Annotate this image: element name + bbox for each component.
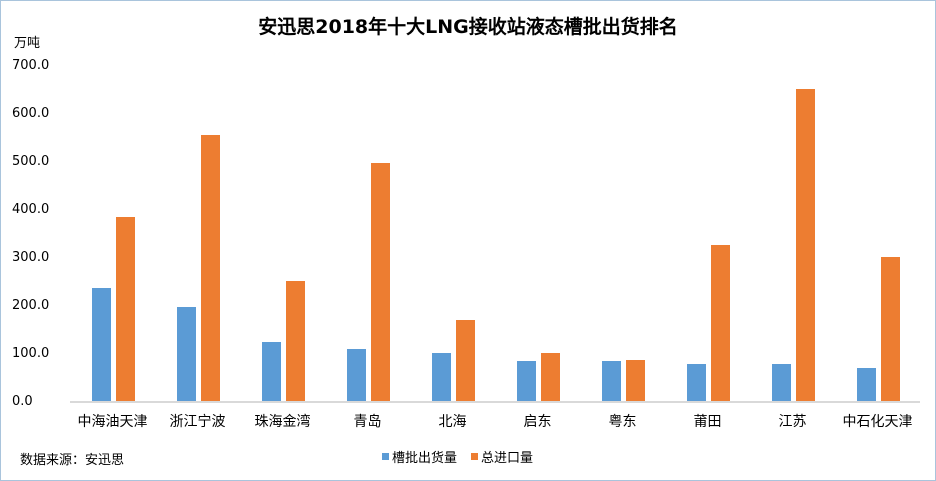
x-tick-label: 江苏 [778,414,807,430]
bar-tanker-shipments [261,342,281,402]
y-tick-label: 700.0 [12,58,50,73]
bar-total-imports [795,89,815,402]
x-axis-line [70,401,920,403]
bar-tanker-shipments [686,364,706,402]
y-tick-label: 0.0 [12,394,33,409]
x-tick-label: 莆田 [693,414,722,430]
bar-total-imports [710,245,730,402]
legend-swatch-icon [382,453,389,460]
bar-tanker-shipments [856,367,876,402]
legend: 槽批出货量 总进口量 [382,447,533,466]
bar-tanker-shipments [771,364,791,402]
bar-tanker-shipments [346,349,366,402]
legend-item: 总进口量 [471,447,533,466]
y-tick-label: 500.0 [12,154,50,169]
bar-total-imports [540,353,560,402]
plot-area [70,66,920,402]
x-tick-label: 粤东 [608,414,637,430]
x-tick-label: 珠海金湾 [254,414,311,430]
x-tick-label: 北海 [438,414,467,430]
bar-tanker-shipments [431,353,451,402]
y-axis-unit-label: 万吨 [14,36,41,51]
y-tick-label: 200.0 [12,298,50,313]
y-tick-label: 100.0 [12,346,50,361]
bar-tanker-shipments [601,361,621,402]
x-tick-label: 中石化天津 [842,414,913,430]
y-tick-label: 600.0 [12,106,50,121]
y-tick-label: 400.0 [12,202,50,217]
data-source-note: 数据来源：安迅思 [20,453,125,468]
legend-label: 槽批出货量 [392,451,458,466]
legend-item: 槽批出货量 [382,447,457,466]
bar-total-imports [880,257,900,402]
legend-swatch-icon [471,453,479,460]
x-tick-label: 中海油天津 [77,414,148,430]
bar-total-imports [200,135,220,402]
bar-total-imports [370,162,390,402]
bar-tanker-shipments [91,288,111,402]
bar-total-imports [285,281,305,402]
bar-total-imports [455,319,475,402]
bar-tanker-shipments [176,306,196,402]
x-tick-label: 启东 [523,414,552,430]
legend-label: 总进口量 [481,451,534,466]
bar-total-imports [115,217,135,402]
x-tick-label: 青岛 [353,414,382,430]
bar-total-imports [625,360,645,402]
y-tick-label: 300.0 [12,250,50,265]
bar-tanker-shipments [516,361,536,402]
chart-title: 安迅思2018年十大LNG接收站液态槽批出货排名 [258,16,678,38]
x-tick-label: 浙江宁波 [169,414,226,430]
